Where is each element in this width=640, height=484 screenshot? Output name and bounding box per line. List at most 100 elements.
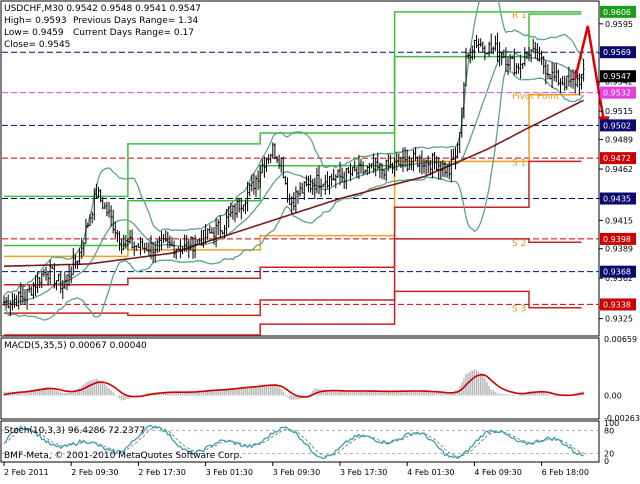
price-bar — [210, 227, 213, 234]
price-bar — [481, 41, 484, 53]
price-bar — [452, 148, 455, 161]
price-bar — [353, 160, 356, 172]
price-bar — [38, 277, 41, 288]
price-bar — [225, 208, 228, 235]
price-tick-label: 0.9595 — [605, 20, 633, 29]
price-bar — [301, 182, 304, 194]
info-prev-range: Previous Days Range= 1.34 — [73, 16, 198, 26]
price-tag-text: 0.9606 — [603, 8, 631, 17]
price-bar — [402, 147, 404, 172]
price-bar — [544, 60, 547, 85]
price-bar — [290, 195, 293, 214]
price-bar — [42, 269, 45, 277]
price-bar — [116, 230, 119, 243]
price-bar — [521, 62, 524, 69]
price-tag-text: 0.9368 — [603, 268, 631, 277]
price-bar — [519, 54, 522, 79]
price-bar — [135, 245, 138, 251]
price-bar — [223, 224, 226, 239]
price-bar — [26, 288, 29, 310]
price-bar — [189, 236, 192, 251]
price-bar — [528, 46, 530, 61]
macd-tick-label: 0.00659 — [604, 335, 637, 344]
price-tick-label: 0.9415 — [605, 216, 633, 225]
price-bar — [336, 169, 339, 179]
price-tag-text: 0.9398 — [603, 235, 631, 244]
price-bar — [313, 177, 316, 199]
price-bar — [34, 275, 37, 297]
price-bar — [511, 55, 514, 60]
price-bar — [97, 186, 100, 198]
time-tick-label: 4 Feb 01:30 — [407, 468, 454, 477]
bollinger-lower-line — [3, 68, 585, 321]
price-bar — [504, 47, 507, 72]
price-bar — [177, 246, 180, 250]
price-bar — [561, 76, 564, 86]
price-bar — [572, 69, 575, 89]
price-bar — [364, 169, 367, 174]
price-bar — [465, 47, 467, 87]
price-bar — [492, 46, 495, 55]
price-bar — [70, 266, 73, 284]
price-bar — [339, 161, 341, 186]
price-bar — [509, 54, 512, 71]
price-bar — [110, 205, 113, 227]
price-bar — [202, 229, 205, 248]
price-bar — [250, 174, 253, 192]
price-bar — [183, 234, 186, 252]
price-bar — [192, 236, 194, 259]
price-bar — [311, 178, 314, 196]
price-tag: 0.9569 — [600, 46, 636, 59]
price-bar — [284, 175, 287, 185]
stoch-plot — [2, 424, 599, 460]
price-bar — [181, 246, 184, 255]
price-bar — [15, 295, 18, 307]
price-bar — [147, 242, 150, 256]
price-bar — [103, 202, 106, 210]
price-bar — [332, 168, 335, 181]
price-bar — [389, 154, 392, 169]
price-bar — [45, 266, 47, 281]
price-bar — [431, 153, 434, 179]
price-bar — [175, 248, 178, 260]
price-bar — [444, 161, 446, 178]
price-bar — [204, 224, 207, 245]
price-bar — [467, 52, 470, 60]
price-tag-bg — [600, 265, 636, 278]
macd-plot — [3, 369, 585, 401]
time-axis: 2 Feb 2011 2 Feb 09:30 2 Feb 17:30 3 Feb 01… — [3, 462, 589, 477]
price-bar — [307, 175, 310, 193]
price-bar — [248, 183, 251, 197]
price-bar — [538, 46, 541, 62]
pivot-s2-line — [4, 238, 582, 317]
price-bar — [355, 166, 358, 178]
price-bar — [454, 147, 457, 170]
price-bar — [244, 199, 247, 214]
price-bar — [517, 63, 520, 74]
price-bar — [57, 273, 60, 282]
price-bar — [162, 234, 165, 244]
time-tick-label: 2 Feb 17:30 — [138, 468, 185, 477]
price-bar — [551, 62, 554, 89]
time-tick-label: 6 Feb 18:00 — [542, 468, 589, 477]
macd-tick-label: -0.00263 — [604, 414, 640, 423]
price-bar — [462, 81, 465, 119]
price-bar — [74, 254, 77, 269]
price-bar — [549, 73, 551, 80]
price-bar — [257, 170, 260, 190]
price-bar — [397, 153, 400, 166]
price-bar — [483, 45, 486, 61]
price-bar — [479, 38, 482, 48]
price-tick-label: 0.9362 — [605, 274, 633, 283]
price-bar — [231, 204, 234, 220]
time-tick-label: 2 Feb 2011 — [4, 468, 49, 477]
price-bar — [425, 159, 428, 176]
price-bar — [76, 260, 79, 270]
bollinger-middle-line — [3, 50, 584, 305]
stoch-tick-label: 80 — [604, 427, 614, 436]
price-bar — [171, 237, 173, 247]
price-bar — [469, 48, 472, 64]
forecast-arrow-line — [573, 25, 606, 126]
price-bar — [164, 230, 167, 243]
